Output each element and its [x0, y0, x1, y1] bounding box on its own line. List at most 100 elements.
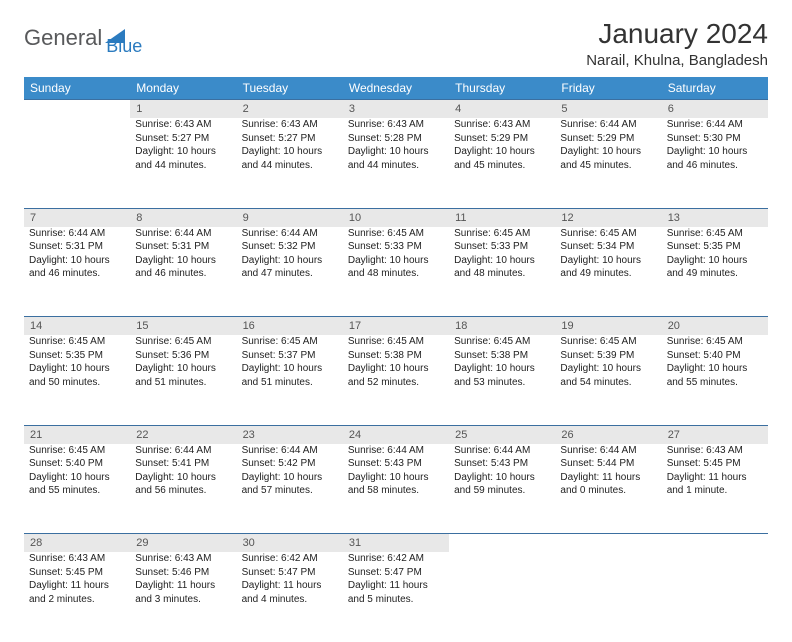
- day-cell: Sunrise: 6:43 AMSunset: 5:29 PMDaylight:…: [449, 118, 555, 208]
- day-info-line: Daylight: 11 hours: [29, 579, 125, 593]
- day-info-line: Sunset: 5:31 PM: [135, 240, 231, 254]
- day-info-line: Daylight: 10 hours: [454, 145, 550, 159]
- day-info-line: Sunrise: 6:45 AM: [242, 335, 338, 349]
- day-number-cell: 9: [237, 208, 343, 227]
- day-info-line: Daylight: 10 hours: [135, 471, 231, 485]
- day-cell: Sunrise: 6:45 AMSunset: 5:33 PMDaylight:…: [343, 227, 449, 317]
- weekday-header: Monday: [130, 77, 236, 100]
- day-info-line: Sunset: 5:28 PM: [348, 132, 444, 146]
- day-number-cell: 13: [662, 208, 768, 227]
- day-info-line: Daylight: 10 hours: [348, 254, 444, 268]
- day-cell: Sunrise: 6:44 AMSunset: 5:43 PMDaylight:…: [343, 444, 449, 534]
- day-number-cell: 14: [24, 317, 130, 336]
- day-info-line: and 50 minutes.: [29, 376, 125, 390]
- day-number-cell: 15: [130, 317, 236, 336]
- day-info-line: and 56 minutes.: [135, 484, 231, 498]
- day-cell: [24, 118, 130, 208]
- day-cell: [555, 552, 661, 642]
- location-text: Narail, Khulna, Bangladesh: [586, 52, 768, 69]
- day-info-line: and 1 minute.: [667, 484, 763, 498]
- day-info-line: Sunrise: 6:43 AM: [348, 118, 444, 132]
- day-info-line: Sunrise: 6:42 AM: [348, 552, 444, 566]
- day-info-line: Daylight: 10 hours: [135, 254, 231, 268]
- day-content-row: Sunrise: 6:43 AM Sunset: 5:45 PMDaylight:…: [24, 552, 768, 642]
- day-info-line: and 48 minutes.: [348, 267, 444, 281]
- day-info-line: Sunrise: 6:45 AM: [348, 335, 444, 349]
- day-info-line: Sunset: 5:32 PM: [242, 240, 338, 254]
- day-info-line: Sunrise: 6:43 AM: [667, 444, 763, 458]
- day-number-cell: 6: [662, 100, 768, 119]
- day-content-row: Sunrise: 6:45 AMSunset: 5:35 PMDaylight:…: [24, 335, 768, 425]
- day-cell: Sunrise: 6:44 AMSunset: 5:31 PMDaylight:…: [130, 227, 236, 317]
- day-info-line: and 55 minutes.: [29, 484, 125, 498]
- day-info-line: and 4 minutes.: [242, 593, 338, 607]
- day-info-line: Sunrise: 6:44 AM: [242, 444, 338, 458]
- day-info-line: Daylight: 10 hours: [454, 471, 550, 485]
- day-cell: Sunrise: 6:44 AMSunset: 5:43 PMDaylight:…: [449, 444, 555, 534]
- day-info-line: Daylight: 10 hours: [29, 254, 125, 268]
- day-number-cell: 24: [343, 425, 449, 444]
- day-info-line: Sunrise: 6:45 AM: [667, 335, 763, 349]
- day-info-line: Sunset: 5:36 PM: [135, 349, 231, 363]
- day-info-line: Sunset: 5:46 PM: [135, 566, 231, 580]
- day-info-line: Sunrise: 6:42 AM: [242, 552, 338, 566]
- day-cell: Sunrise: 6:45 AMSunset: 5:35 PMDaylight:…: [662, 227, 768, 317]
- day-info-line: Daylight: 10 hours: [242, 254, 338, 268]
- day-info-line: Sunrise: 6:44 AM: [135, 227, 231, 241]
- day-cell: Sunrise: 6:43 AMSunset: 5:45 PMDaylight:…: [662, 444, 768, 534]
- day-number-cell: [555, 534, 661, 553]
- day-info-line: Sunset: 5:45 PM: [29, 566, 125, 580]
- header-bar: General Blue January 2024 Narail, Khulna…: [24, 18, 768, 69]
- day-number-cell: 8: [130, 208, 236, 227]
- day-info-line: and 48 minutes.: [454, 267, 550, 281]
- day-info-line: Sunrise: 6:45 AM: [29, 335, 125, 349]
- day-cell: Sunrise: 6:43 AMSunset: 5:46 PMDaylight:…: [130, 552, 236, 642]
- day-number-row: 28293031: [24, 534, 768, 553]
- day-info-line: Sunset: 5:30 PM: [667, 132, 763, 146]
- day-number-cell: 4: [449, 100, 555, 119]
- day-cell: Sunrise: 6:43 AMSunset: 5:28 PMDaylight:…: [343, 118, 449, 208]
- day-info-line: Daylight: 10 hours: [29, 362, 125, 376]
- day-info-line: and 59 minutes.: [454, 484, 550, 498]
- day-info-line: Sunset: 5:41 PM: [135, 457, 231, 471]
- brand-part1: General: [24, 25, 102, 51]
- day-cell: Sunrise: 6:44 AMSunset: 5:41 PMDaylight:…: [130, 444, 236, 534]
- day-number-cell: 11: [449, 208, 555, 227]
- day-info-line: and 44 minutes.: [135, 159, 231, 173]
- day-info-line: Daylight: 10 hours: [242, 362, 338, 376]
- day-info-line: and 44 minutes.: [348, 159, 444, 173]
- day-cell: Sunrise: 6:42 AMSunset: 5:47 PMDaylight:…: [343, 552, 449, 642]
- day-number-cell: [662, 534, 768, 553]
- day-info-line: Sunrise: 6:44 AM: [560, 444, 656, 458]
- day-info-line: Daylight: 10 hours: [560, 254, 656, 268]
- day-info-line: Sunrise: 6:44 AM: [667, 118, 763, 132]
- day-number-cell: 2: [237, 100, 343, 119]
- day-number-cell: [449, 534, 555, 553]
- day-info-line: Sunset: 5:35 PM: [29, 349, 125, 363]
- day-info-line: and 45 minutes.: [454, 159, 550, 173]
- day-info-line: Daylight: 10 hours: [242, 471, 338, 485]
- day-number-row: 123456: [24, 100, 768, 119]
- day-info-line: Daylight: 10 hours: [667, 362, 763, 376]
- month-title: January 2024: [586, 18, 768, 50]
- day-info-line: Daylight: 10 hours: [348, 471, 444, 485]
- day-info-line: Daylight: 10 hours: [667, 145, 763, 159]
- brand-part2: Blue: [106, 36, 142, 57]
- day-number-cell: 16: [237, 317, 343, 336]
- day-info-line: Sunset: 5:47 PM: [242, 566, 338, 580]
- day-info-line: Sunrise: 6:44 AM: [242, 227, 338, 241]
- day-info-line: Sunrise: 6:45 AM: [29, 444, 125, 458]
- day-info-line: Sunset: 5:31 PM: [29, 240, 125, 254]
- day-info-line: Sunset: 5:40 PM: [667, 349, 763, 363]
- day-number-cell: 30: [237, 534, 343, 553]
- day-info-line: Daylight: 10 hours: [667, 254, 763, 268]
- day-info-line: Sunrise: 6:45 AM: [135, 335, 231, 349]
- day-info-line: Sunset: 5:43 PM: [454, 457, 550, 471]
- day-info-line: Sunrise: 6:43 AM: [135, 552, 231, 566]
- day-info-line: and 49 minutes.: [560, 267, 656, 281]
- day-number-cell: 21: [24, 425, 130, 444]
- weekday-header: Tuesday: [237, 77, 343, 100]
- day-info-line: and 2 minutes.: [29, 593, 125, 607]
- day-info-line: and 47 minutes.: [242, 267, 338, 281]
- day-number-row: 78910111213: [24, 208, 768, 227]
